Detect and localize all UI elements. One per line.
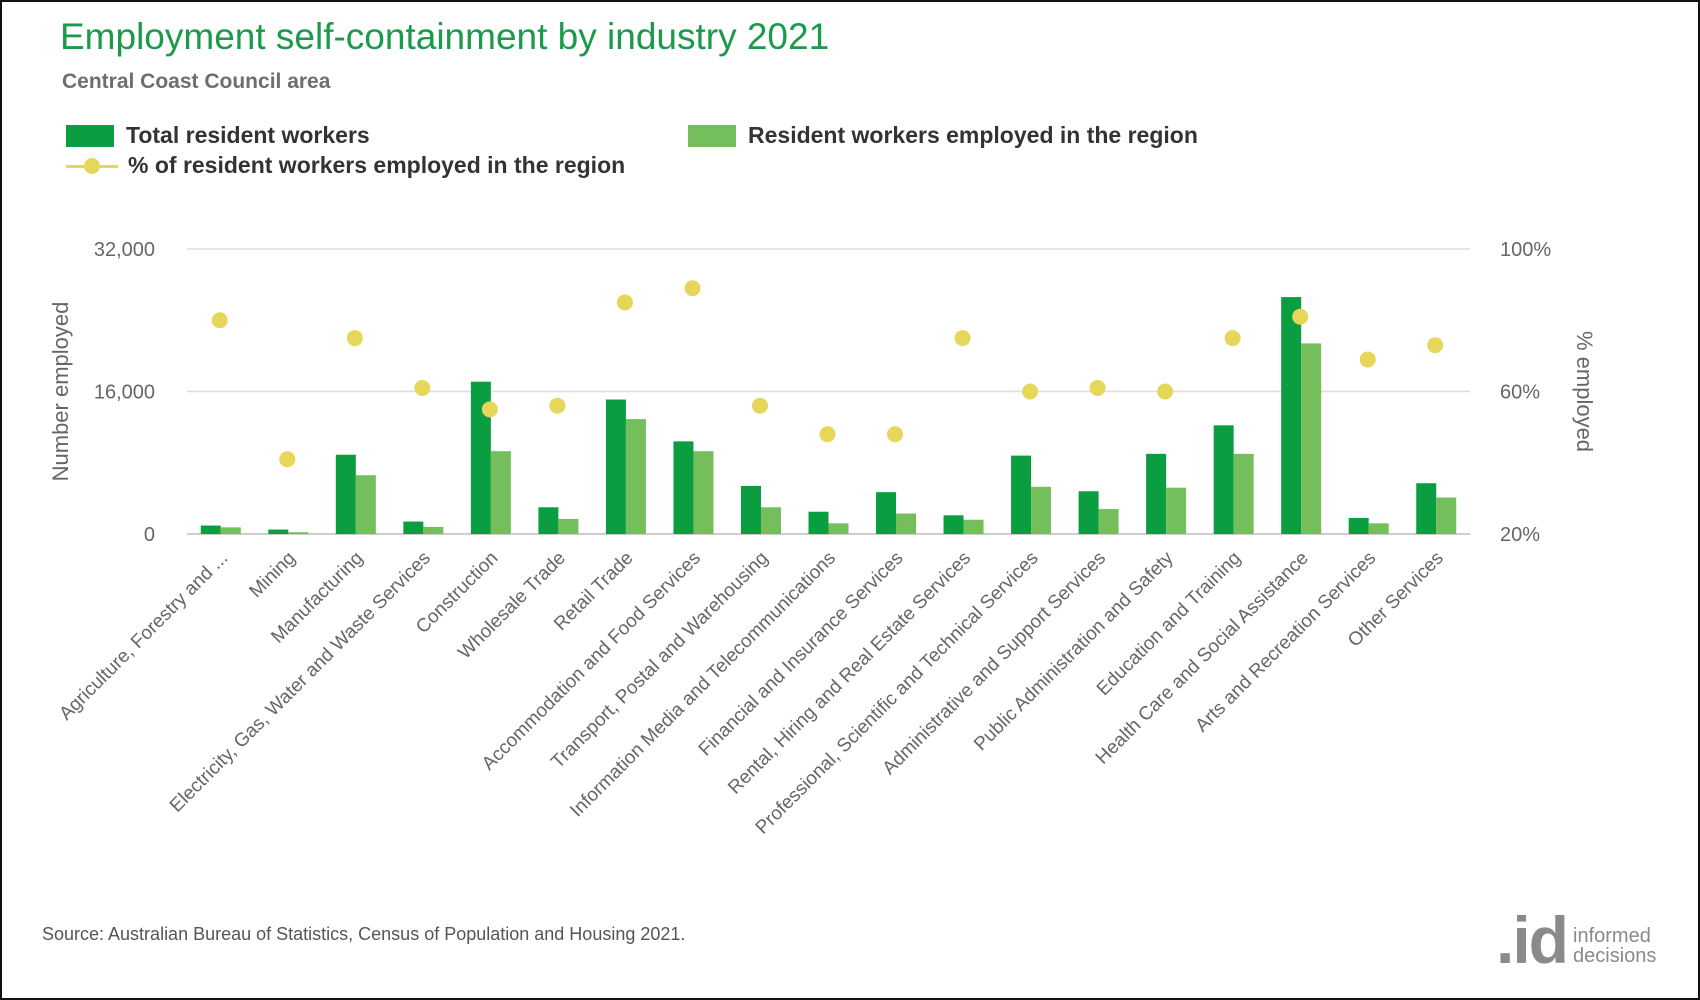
pct-point xyxy=(346,330,363,347)
pct-point xyxy=(684,280,701,297)
pct-point xyxy=(1022,383,1039,400)
pct-point xyxy=(481,401,498,418)
bar-employed xyxy=(963,519,984,534)
bar-total xyxy=(1416,483,1437,534)
pct-point xyxy=(1427,337,1444,354)
legend-label-total: Total resident workers xyxy=(126,122,370,148)
bar-total xyxy=(335,454,356,534)
bar-total xyxy=(1281,297,1302,534)
bar-total xyxy=(740,485,761,534)
pct-point xyxy=(414,379,431,396)
bar-total xyxy=(605,399,626,534)
legend-item-total[interactable]: Total resident workers xyxy=(66,122,370,149)
pct-point xyxy=(819,426,836,443)
logo-text: informed decisions xyxy=(1573,926,1656,966)
legend-marker-dot xyxy=(84,157,100,174)
bar-employed xyxy=(828,523,849,534)
bar-total xyxy=(943,515,964,534)
bar-total xyxy=(268,529,289,534)
y-tick-label-right: 100% xyxy=(1500,239,1551,261)
chart-plot: 0 20% 16,000 60% 32,000 100% Number employed % … xyxy=(48,239,1597,839)
x-tick-label: Mining xyxy=(245,548,299,602)
y-tick-label-left: 32,000 xyxy=(94,239,155,261)
bar-employed xyxy=(288,532,309,534)
bar-employed xyxy=(693,451,714,534)
bar-employed xyxy=(1436,497,1457,534)
bar-employed xyxy=(625,419,646,534)
bar-total xyxy=(403,521,424,534)
legend-item-employed[interactable]: Resident workers employed in the region xyxy=(688,122,1198,149)
pct-point xyxy=(954,330,971,347)
pct-point xyxy=(1089,379,1106,396)
pct-point xyxy=(549,397,566,414)
chart-title: Employment self-containment by industry … xyxy=(60,16,830,57)
bar-employed xyxy=(423,526,444,534)
legend-label-employed: Resident workers employed in the region xyxy=(748,122,1198,148)
bar-employed xyxy=(1368,523,1389,534)
pct-point xyxy=(887,426,904,443)
y-tick-label-right: 60% xyxy=(1500,382,1540,404)
bar-employed xyxy=(896,513,917,534)
bar-employed xyxy=(490,451,511,534)
id-logo: .id informed decisions xyxy=(1496,903,1656,977)
pct-point xyxy=(1224,330,1241,347)
bar-total xyxy=(673,441,694,534)
bar-total xyxy=(1213,425,1234,534)
y-axis-title-right: % employed xyxy=(1572,331,1597,452)
pct-point xyxy=(1157,383,1174,400)
y-tick-label-left: 16,000 xyxy=(94,382,155,404)
y-tick-label-right: 20% xyxy=(1500,524,1540,546)
bar-employed xyxy=(760,507,781,534)
bar-employed xyxy=(355,475,376,534)
y-tick-label-left: 0 xyxy=(144,524,155,546)
pct-point xyxy=(1359,351,1376,368)
pct-point xyxy=(1292,308,1309,325)
x-tick-label: Agriculture, Forestry and ... xyxy=(55,548,232,725)
legend-marker-pct xyxy=(66,155,118,177)
chart-subtitle: Central Coast Council area xyxy=(62,70,331,93)
bar-employed xyxy=(558,518,579,534)
logo-mark: .id xyxy=(1496,903,1569,977)
bar-employed xyxy=(1233,453,1254,534)
pct-point xyxy=(279,451,296,468)
bar-total xyxy=(808,511,829,534)
x-tick-label: Rental, Hiring and Real Estate Services xyxy=(724,548,975,799)
bar-total xyxy=(470,381,491,534)
source-note: Source: Australian Bureau of Statistics,… xyxy=(42,924,686,944)
logo-line2: decisions xyxy=(1573,945,1657,967)
legend-swatch-total xyxy=(66,124,114,147)
bar-total xyxy=(1078,491,1099,534)
pct-point xyxy=(616,294,633,311)
bar-total xyxy=(876,492,897,534)
bar-total xyxy=(200,525,221,534)
bar-total xyxy=(1146,453,1167,534)
legend-item-pct[interactable]: % of resident workers employed in the re… xyxy=(66,152,625,179)
bar-employed xyxy=(1301,343,1322,534)
bar-total xyxy=(538,507,559,534)
pct-point xyxy=(751,397,768,414)
bar-total xyxy=(1348,517,1369,534)
bar-employed xyxy=(1166,487,1187,534)
bar-employed xyxy=(1031,486,1052,534)
y-axis-title-left: Number employed xyxy=(48,302,73,482)
bar-employed xyxy=(220,527,241,534)
bar-employed xyxy=(1098,509,1119,534)
legend-label-pct: % of resident workers employed in the re… xyxy=(128,152,626,178)
legend-swatch-employed xyxy=(688,124,736,147)
bar-total xyxy=(1011,455,1032,534)
pct-point xyxy=(211,312,228,329)
logo-line1: informed xyxy=(1573,925,1651,947)
